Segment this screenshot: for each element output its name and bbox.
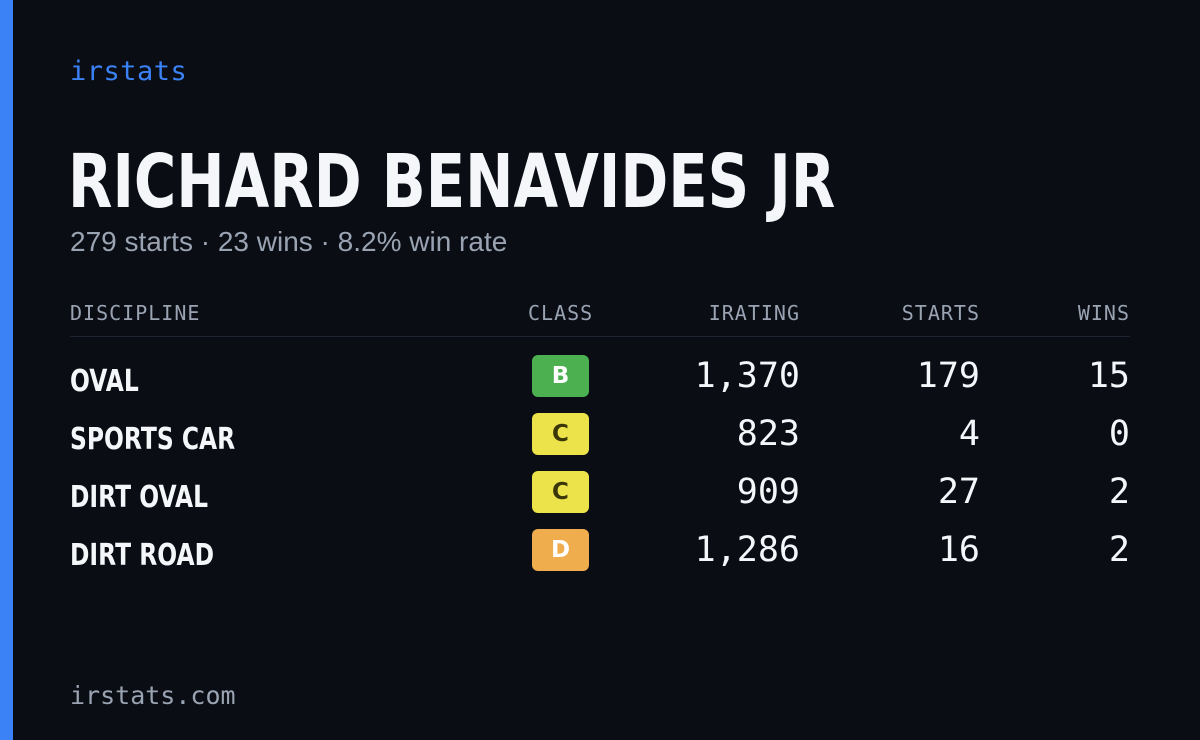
- table-row: SPORTS CAR C 823 4 0: [70, 411, 1130, 469]
- discipline-name: DIRT ROAD: [70, 538, 215, 573]
- irating-value: 1,370: [694, 356, 800, 396]
- irating-value: 823: [736, 414, 800, 454]
- header-discipline: DISCIPLINE: [70, 301, 201, 325]
- irating-value: 909: [736, 472, 800, 512]
- class-badge: C: [532, 413, 589, 455]
- table-row: DIRT ROAD D 1,286 16 2: [70, 527, 1130, 585]
- wins-value: 2: [1108, 530, 1130, 570]
- class-badge: D: [532, 529, 589, 571]
- wins-value: 15: [1087, 356, 1130, 396]
- class-badge: B: [532, 355, 589, 397]
- header-irating: IRATING: [708, 301, 800, 325]
- brand-logo: irstats: [70, 56, 188, 87]
- driver-name: RICHARD BENAVIDES JR: [68, 139, 836, 225]
- discipline-name: SPORTS CAR: [70, 422, 236, 457]
- class-badge: C: [532, 471, 589, 513]
- discipline-name: DIRT OVAL: [70, 480, 209, 515]
- header-starts: STARTS: [901, 301, 980, 325]
- discipline-name: OVAL: [70, 364, 139, 399]
- table-header: DISCIPLINE CLASS IRATING STARTS WINS: [70, 296, 1130, 337]
- footer-site-link[interactable]: irstats.com: [70, 681, 236, 710]
- starts-value: 179: [916, 356, 980, 396]
- starts-value: 16: [937, 530, 980, 570]
- starts-value: 27: [937, 472, 980, 512]
- wins-value: 2: [1108, 472, 1130, 512]
- table-row: DIRT OVAL C 909 27 2: [70, 469, 1130, 527]
- starts-value: 4: [958, 414, 980, 454]
- accent-bar: [0, 0, 13, 740]
- driver-summary: 279 starts · 23 wins · 8.2% win rate: [70, 226, 508, 257]
- table-body: OVAL B 1,370 179 15 SPORTS CAR C 823 4 0…: [70, 353, 1130, 585]
- header-wins: WINS: [1077, 301, 1130, 325]
- table-row: OVAL B 1,370 179 15: [70, 353, 1130, 411]
- wins-value: 0: [1108, 414, 1130, 454]
- stats-table: DISCIPLINE CLASS IRATING STARTS WINS OVA…: [70, 296, 1130, 585]
- header-class: CLASS: [528, 301, 594, 325]
- irating-value: 1,286: [694, 530, 800, 570]
